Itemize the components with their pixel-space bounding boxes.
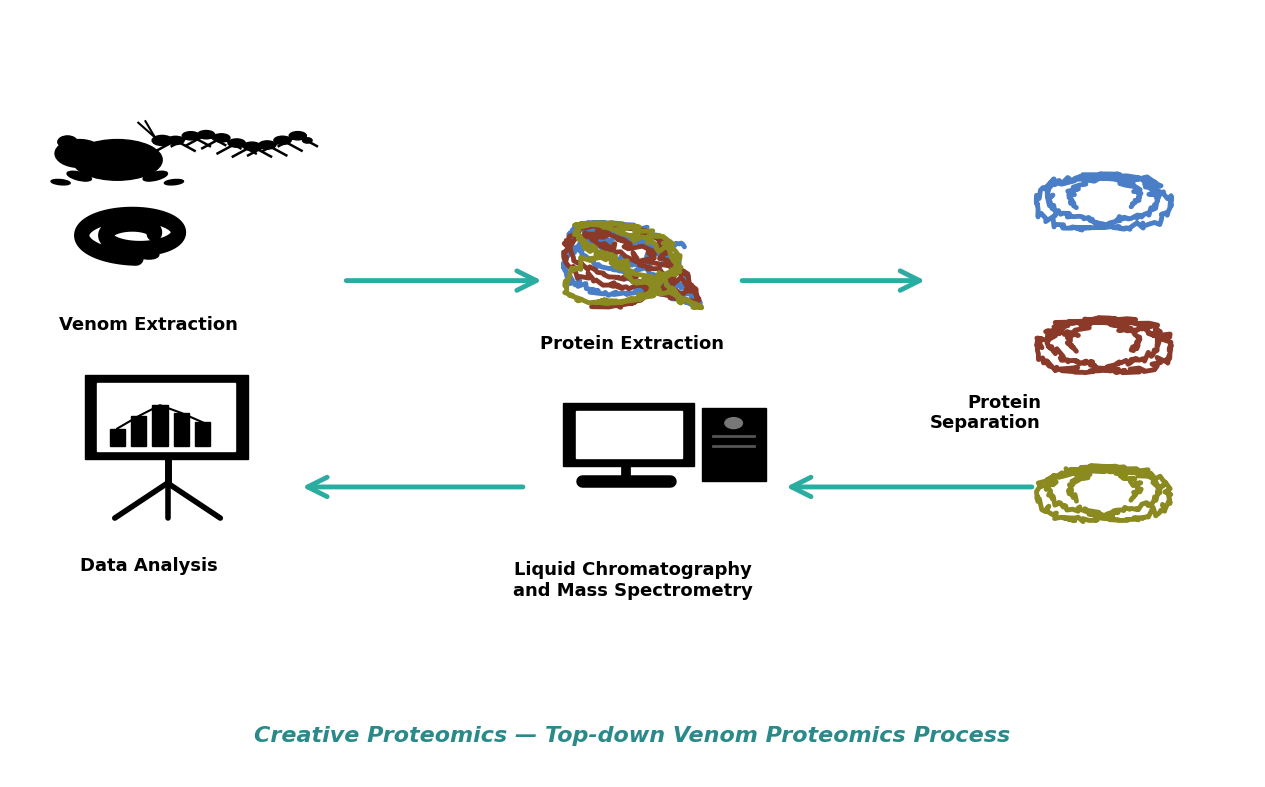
Ellipse shape	[135, 248, 159, 259]
Bar	[132, 416, 147, 445]
Ellipse shape	[243, 142, 261, 150]
Circle shape	[725, 418, 743, 429]
Bar	[173, 413, 188, 445]
Ellipse shape	[152, 135, 172, 146]
Ellipse shape	[182, 131, 200, 140]
Ellipse shape	[126, 168, 138, 176]
Text: Protein Extraction: Protein Extraction	[540, 335, 725, 353]
Ellipse shape	[51, 179, 70, 185]
Ellipse shape	[213, 134, 230, 142]
Text: Creative Proteomics — Top-down Venom Proteomics Process: Creative Proteomics — Top-down Venom Pro…	[254, 726, 1011, 746]
Ellipse shape	[56, 139, 104, 168]
FancyBboxPatch shape	[563, 403, 694, 466]
Ellipse shape	[302, 138, 312, 143]
Ellipse shape	[197, 131, 215, 139]
Text: Liquid Chromatography
and Mass Spectrometry: Liquid Chromatography and Mass Spectrome…	[512, 561, 753, 600]
Ellipse shape	[164, 179, 183, 185]
Ellipse shape	[67, 172, 91, 181]
Bar	[153, 405, 167, 445]
Bar	[195, 423, 210, 445]
FancyBboxPatch shape	[702, 408, 765, 482]
FancyBboxPatch shape	[97, 382, 235, 451]
FancyBboxPatch shape	[576, 411, 682, 458]
Bar	[110, 429, 125, 445]
Ellipse shape	[167, 136, 185, 145]
Ellipse shape	[228, 139, 245, 147]
Ellipse shape	[258, 141, 276, 150]
Text: Protein
Separation: Protein Separation	[930, 394, 1041, 432]
Circle shape	[58, 136, 77, 148]
Text: Data Analysis: Data Analysis	[80, 557, 218, 575]
Ellipse shape	[290, 131, 306, 140]
Ellipse shape	[82, 168, 94, 176]
Ellipse shape	[143, 172, 167, 181]
FancyBboxPatch shape	[85, 375, 248, 459]
Ellipse shape	[275, 136, 291, 145]
Ellipse shape	[72, 139, 162, 180]
Text: Venom Extraction: Venom Extraction	[59, 316, 238, 334]
